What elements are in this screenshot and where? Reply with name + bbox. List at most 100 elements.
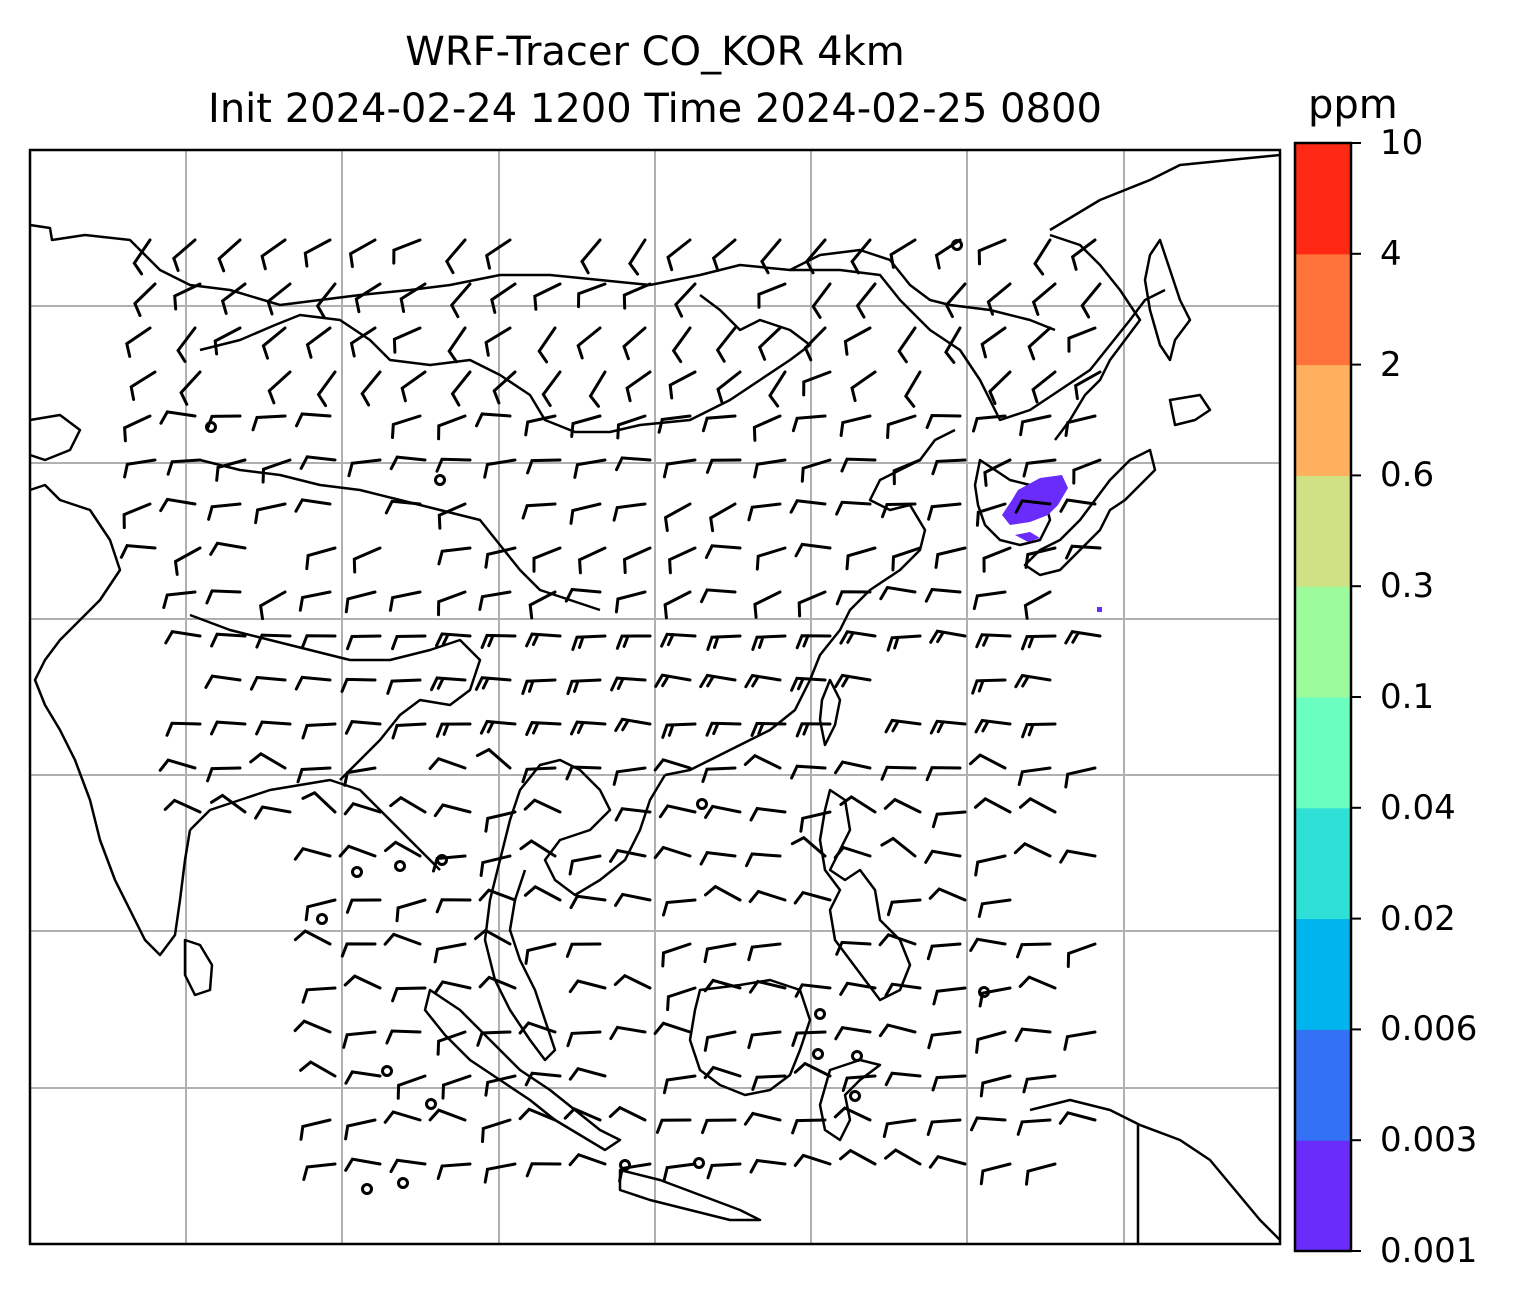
wind-barb (662, 1074, 697, 1095)
wind-barb (1073, 370, 1102, 401)
wind-barb (391, 722, 427, 740)
wind-barb (159, 497, 197, 513)
wind-barb (615, 456, 652, 472)
wind-barb (972, 414, 1007, 433)
wind-barb (392, 326, 422, 354)
wind-barb (303, 238, 332, 268)
wind-barb (481, 1118, 512, 1143)
wind-barb (129, 370, 157, 401)
wind-barb (884, 982, 922, 997)
wind-barb (615, 634, 652, 650)
wind-barb (173, 282, 202, 311)
wind-barb (159, 410, 197, 425)
wind-barb (704, 544, 742, 559)
wind-barb (478, 888, 517, 902)
wind-barb (565, 765, 602, 781)
wind-barb (979, 1074, 1012, 1098)
wind-barb (528, 590, 557, 620)
wind-barb (484, 546, 517, 569)
wind-barb (524, 1071, 562, 1087)
wind-barb (391, 634, 427, 651)
wind-barb (166, 458, 202, 476)
wind-barb (833, 1106, 872, 1122)
wind-barb (880, 765, 917, 781)
wind-barb (654, 673, 692, 688)
colorbar-segment (1295, 586, 1351, 698)
wind-barb (399, 282, 427, 313)
wind-barb (612, 502, 647, 522)
wind-barb (294, 498, 332, 513)
wind-barb (974, 854, 1007, 877)
wind-barb (566, 1030, 602, 1048)
wind-barb (1022, 458, 1057, 478)
wind-barb (757, 326, 782, 361)
wind-barb (1018, 796, 1057, 814)
wind-barb (391, 414, 422, 439)
wind-barb (300, 634, 337, 650)
wind-barb (931, 458, 967, 476)
wind-barb (1063, 1030, 1097, 1051)
wind-barb (704, 884, 742, 902)
wind-barb (715, 326, 737, 363)
colorbar-segment (1295, 253, 1351, 366)
wind-barb (392, 238, 422, 265)
wind-barb (485, 238, 512, 270)
wind-barb (653, 1021, 692, 1035)
wind-barb (338, 844, 377, 858)
wind-barb (701, 766, 737, 783)
wind-barb (878, 1023, 917, 1038)
wind-barb (207, 502, 242, 521)
wind-barb (525, 1162, 562, 1178)
wind-barb (578, 546, 607, 575)
wind-barb (249, 675, 287, 691)
wind-barb (255, 720, 292, 736)
wind-barb (383, 1110, 422, 1124)
wind-barb (795, 634, 832, 650)
wind-barb (1033, 238, 1052, 276)
wind-barb (210, 793, 247, 814)
wind-barb (541, 370, 562, 407)
wind-barb (661, 722, 697, 739)
wind-barb (433, 803, 472, 818)
wind-barb (389, 795, 427, 814)
wind-barb (210, 632, 247, 648)
wind-barb (305, 326, 332, 359)
wind-barb (391, 986, 427, 1003)
wind-barb (653, 845, 692, 860)
wind-barb (892, 458, 922, 486)
wind-barb (855, 282, 877, 319)
wind-barb (834, 760, 872, 775)
wind-barb (886, 414, 917, 439)
wind-barb (249, 751, 287, 770)
colorbar-tick-label: 4 (1380, 233, 1402, 274)
wind-barb (929, 629, 967, 644)
wind-barb (703, 978, 742, 993)
co-tracer-plume (1002, 475, 1102, 612)
wind-barb (850, 370, 877, 403)
wind-barb (1018, 975, 1057, 990)
wind-barb (266, 282, 292, 316)
wind-barb (791, 1030, 827, 1047)
wind-barb (301, 791, 337, 814)
colorbar-segment (1295, 1140, 1351, 1252)
wind-barb (206, 766, 242, 783)
wind-barb (835, 940, 872, 956)
wind-barb (1064, 766, 1097, 789)
wind-barb (748, 889, 787, 904)
wind-barb (251, 414, 287, 432)
wind-barb (925, 413, 962, 429)
wind-barb (834, 1025, 872, 1041)
colorbar-unit-label: ppm (1308, 82, 1398, 128)
coastlines (29, 153, 1281, 1244)
wind-barb (704, 804, 742, 819)
wind-barb (610, 676, 647, 692)
wind-barb (657, 414, 692, 434)
wind-barb (1031, 370, 1057, 404)
wind-barb (571, 634, 607, 651)
wind-barb (396, 1074, 427, 1100)
wind-barb (576, 326, 602, 360)
wind-barb (1014, 1027, 1052, 1043)
wind-barb (889, 238, 917, 269)
wind-barb (789, 499, 827, 514)
